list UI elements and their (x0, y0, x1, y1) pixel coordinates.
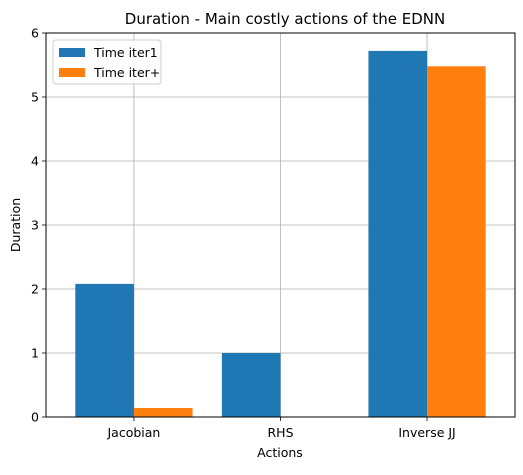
y-tick-label: 3 (31, 218, 39, 233)
y-tick-label: 4 (31, 154, 39, 169)
bar-time-iter1-rhs (221, 353, 281, 417)
axis-ticks: 0 1 2 3 4 5 6 Jacobian RHS Inverse JJ (31, 26, 456, 441)
legend-label: Time iter1 (93, 45, 158, 60)
y-tick-label: 0 (31, 410, 39, 425)
legend-swatch (59, 68, 85, 77)
x-axis-label: Actions (257, 445, 303, 460)
y-axis-label: Duration (8, 198, 23, 252)
legend: Time iter1 Time iter+ (52, 39, 162, 85)
x-tick-label: RHS (267, 425, 293, 440)
x-tick-label: Inverse JJ (398, 425, 455, 440)
bar-time-iter--inverse-jj (427, 66, 486, 417)
bar-time-iter1-inverse-jj (368, 50, 428, 418)
chart-title: Duration - Main costly actions of the ED… (125, 10, 445, 28)
y-tick-label: 2 (31, 282, 39, 297)
bar-time-iter--jacobian (133, 408, 193, 417)
bar-time-iter1-jacobian (75, 283, 134, 417)
y-tick-label: 5 (31, 90, 39, 105)
x-tick-label: Jacobian (107, 425, 161, 440)
legend-swatch (59, 48, 85, 57)
y-tick-label: 6 (31, 26, 39, 41)
bars (75, 50, 486, 418)
legend-label: Time iter+ (93, 65, 160, 80)
y-tick-label: 1 (31, 346, 39, 361)
